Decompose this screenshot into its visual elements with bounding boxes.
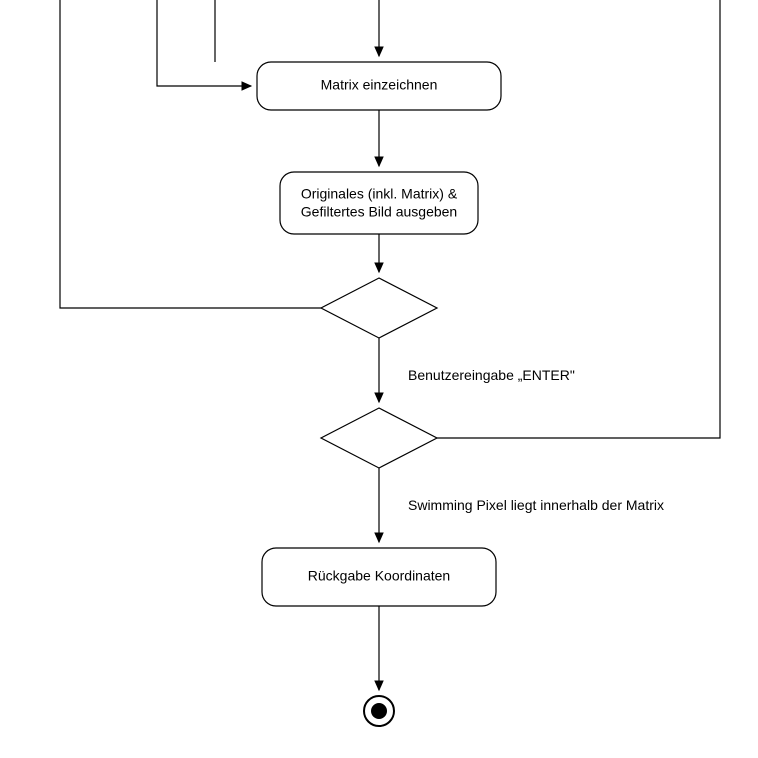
edge-entry-left-loop bbox=[157, 0, 251, 86]
node-matrix-einzeichnen-label: Matrix einzeichnen bbox=[321, 77, 438, 93]
edge-d2-n3-label: Swimming Pixel liegt innerhalb der Matri… bbox=[408, 497, 664, 513]
end-node-inner bbox=[371, 703, 387, 719]
node-originales-line2: Gefiltertes Bild ausgeben bbox=[301, 204, 457, 220]
node-rueckgabe-label: Rückgabe Koordinaten bbox=[308, 568, 450, 584]
flowchart-canvas: Matrix einzeichnen Originales (inkl. Mat… bbox=[0, 0, 758, 758]
decision-2 bbox=[321, 408, 437, 468]
decision-1 bbox=[321, 278, 437, 338]
edge-d1-d2-label: Benutzereingabe „ENTER" bbox=[408, 367, 575, 383]
edge-d1-loop-left bbox=[60, 0, 321, 308]
node-originales-line1: Originales (inkl. Matrix) & bbox=[301, 186, 458, 202]
